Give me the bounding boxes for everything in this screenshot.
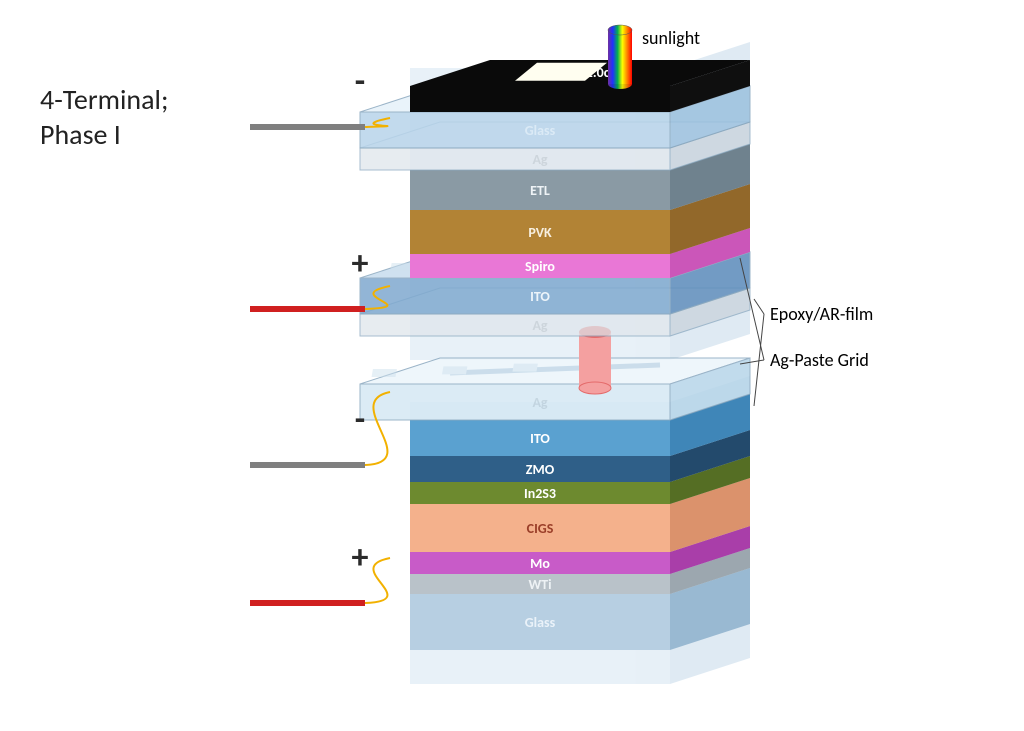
svg-text:-: - (355, 61, 365, 102)
layer-label: Glass (525, 614, 556, 631)
layer-label: Ag (532, 317, 547, 334)
layer-label: WTi (528, 576, 551, 593)
layer-label: CIGS (527, 520, 554, 537)
title-line1: 4-Terminal; (40, 82, 168, 117)
layer-label: Mo (530, 555, 550, 572)
layer-label: Ag (532, 394, 547, 411)
terminal: + (250, 537, 390, 606)
svg-text:-: - (355, 399, 365, 440)
layer-label: ZMO (526, 461, 555, 478)
svg-text:+: + (352, 243, 369, 284)
annotation-epoxy: Epoxy/AR-film (770, 303, 873, 325)
sunlight-label: sunlight (642, 27, 700, 49)
layer-label: Ag (532, 151, 547, 168)
layer-label: In2S3 (524, 485, 556, 502)
layer-label: ETL (530, 182, 550, 199)
annotation-agpaste: Ag-Paste Grid (770, 349, 869, 371)
title-line2: Phase I (40, 117, 121, 152)
layer-label: ITO (530, 288, 550, 305)
svg-text:+: + (352, 537, 369, 578)
sunlight-icon (608, 25, 632, 89)
layer-label: Glass (525, 122, 556, 139)
layer-label: ITO (530, 430, 550, 447)
layer-label: PVK (528, 224, 552, 241)
layer-label: Spiro (525, 258, 555, 275)
